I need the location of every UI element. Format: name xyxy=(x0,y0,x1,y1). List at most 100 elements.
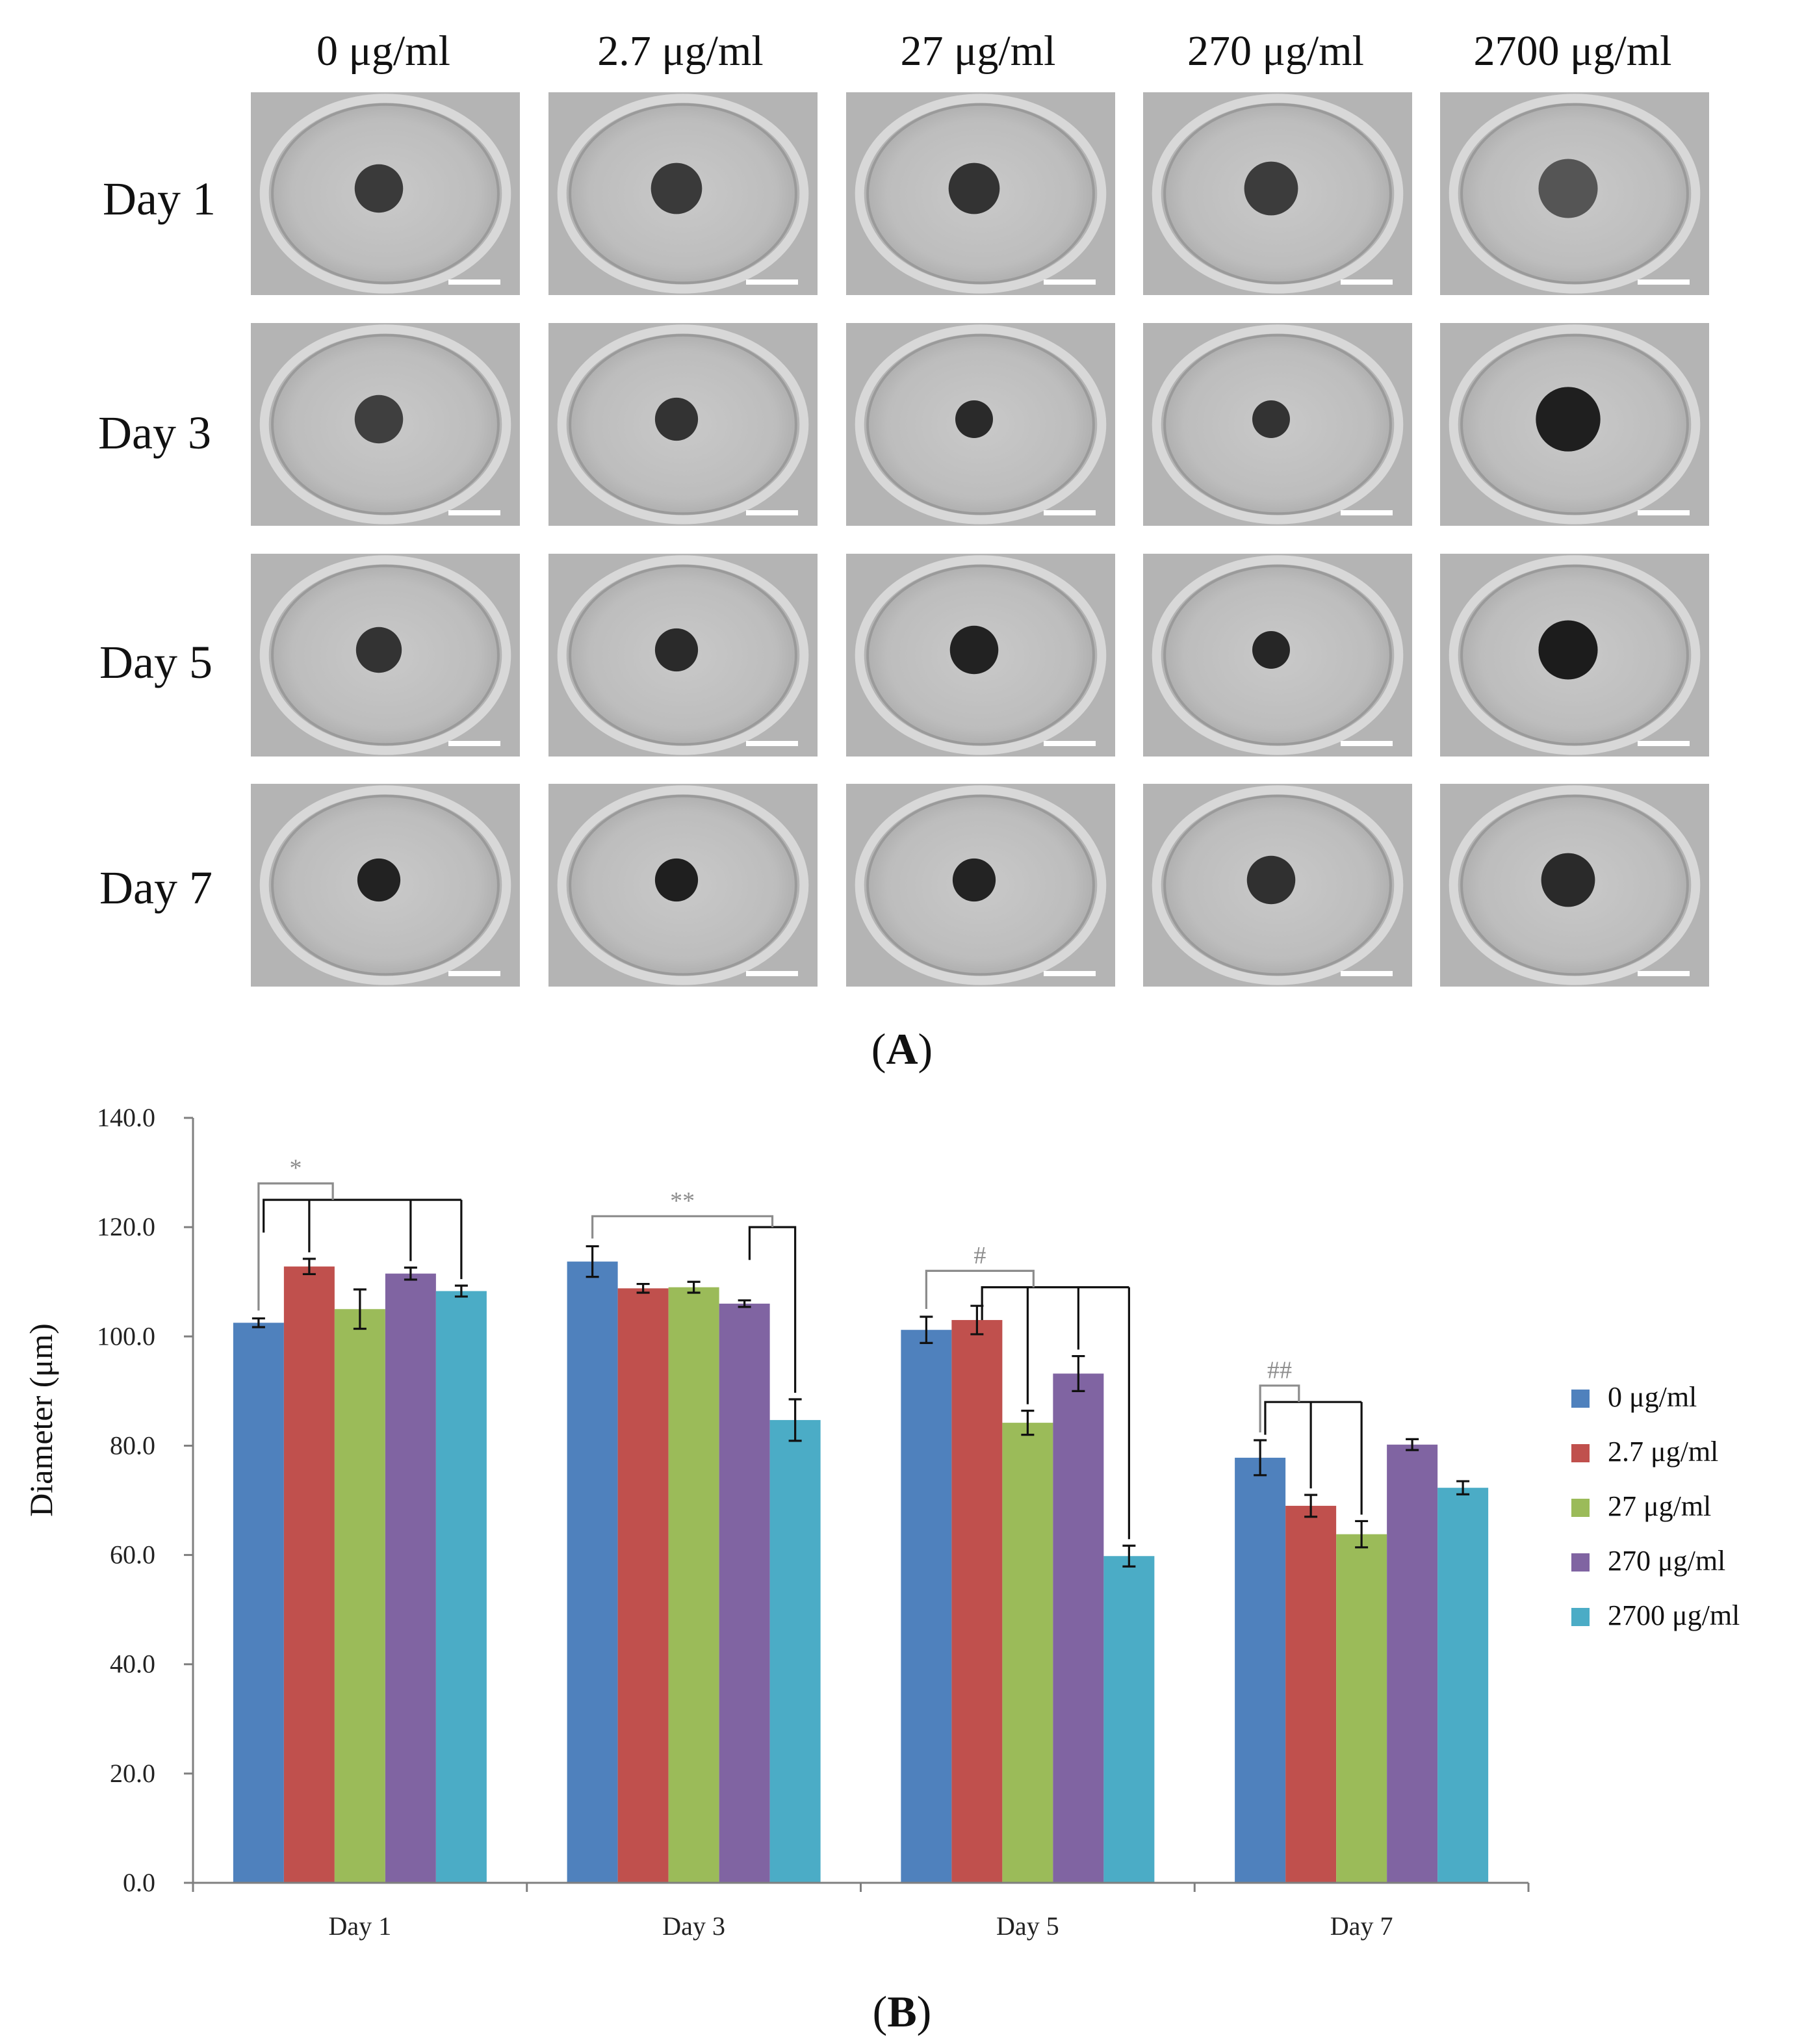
scale-bar xyxy=(1341,971,1393,976)
scale-bar xyxy=(1044,741,1096,746)
micrograph-tile xyxy=(548,92,818,295)
micrograph-tile xyxy=(251,554,520,757)
significance-label: ## xyxy=(1267,1357,1292,1384)
micrograph-tile xyxy=(1440,323,1709,526)
bars xyxy=(233,1261,1489,1883)
scale-bar xyxy=(1044,279,1096,285)
spheroid xyxy=(654,628,699,672)
row-label-day-1: Day 1 xyxy=(103,173,216,225)
well-rim xyxy=(259,94,511,294)
well-rim xyxy=(1152,785,1404,985)
scale-bar xyxy=(1638,971,1690,976)
scale-bar xyxy=(746,741,798,746)
well-rim xyxy=(557,555,809,755)
bracket-reference xyxy=(925,1269,1035,1310)
column-header-2-7: 2.7 μg/ml xyxy=(597,27,763,75)
row-label-day-7: Day 7 xyxy=(99,862,213,914)
micrograph-tile xyxy=(1440,784,1709,987)
bar xyxy=(283,1266,335,1883)
spheroid xyxy=(955,400,993,438)
micrograph-tile xyxy=(1143,784,1412,987)
bracket-reference xyxy=(1259,1384,1300,1433)
panel-a-row-labels: Day 1 Day 3 Day 5 Day 7 xyxy=(98,173,216,914)
y-axis-title: Diameter (μm) xyxy=(23,1323,59,1517)
legend-label: 270 μg/ml xyxy=(1608,1545,1725,1577)
spheroid xyxy=(654,858,699,902)
significance-label: * xyxy=(290,1155,302,1182)
x-tick-label: Day 3 xyxy=(662,1911,725,1941)
bracket-reference xyxy=(591,1215,774,1239)
spheroid xyxy=(1538,620,1598,680)
bar xyxy=(1103,1556,1155,1883)
well-rim xyxy=(855,785,1107,985)
bar xyxy=(385,1273,436,1883)
well-rim xyxy=(1449,785,1701,985)
bracket-reference xyxy=(257,1182,334,1311)
well-rim xyxy=(1449,94,1701,294)
spheroid xyxy=(654,397,699,441)
well-rim xyxy=(1449,324,1701,524)
well-rim xyxy=(557,785,809,985)
micrograph-tile xyxy=(251,92,520,295)
y-tick-label: 0.0 xyxy=(123,1868,155,1897)
x-tick-label: Day 7 xyxy=(1330,1911,1393,1941)
bar xyxy=(1336,1534,1387,1883)
well-rim xyxy=(855,94,1107,294)
spheroid xyxy=(949,625,999,675)
column-header-2700: 2700 μg/ml xyxy=(1474,27,1672,75)
scale-bar xyxy=(448,971,500,976)
legend-swatch xyxy=(1571,1553,1590,1572)
bar xyxy=(1387,1444,1438,1883)
spheroid xyxy=(354,164,404,213)
spheroid xyxy=(1252,400,1290,438)
legend-label: 27 μg/ml xyxy=(1608,1490,1711,1522)
row-label-day-5: Day 5 xyxy=(99,636,213,688)
x-tick-label: Day 5 xyxy=(996,1911,1059,1941)
bar xyxy=(233,1323,284,1883)
micrograph-tile xyxy=(846,323,1115,526)
bar xyxy=(1053,1373,1104,1883)
legend-swatch xyxy=(1571,1499,1590,1517)
x-axis: Day 1 Day 3 Day 5 Day 7 xyxy=(192,1882,1530,1941)
bar xyxy=(617,1288,669,1883)
legend-label: 0 μg/ml xyxy=(1608,1381,1697,1413)
y-tick-label: 20.0 xyxy=(110,1759,155,1788)
well-rim xyxy=(1152,324,1404,524)
error-bars xyxy=(251,1245,1470,1568)
scale-bar xyxy=(746,971,798,976)
column-header-270: 270 μg/ml xyxy=(1187,27,1364,75)
spheroid xyxy=(948,162,1000,214)
bracket-group xyxy=(981,1286,1129,1321)
row-label-day-3: Day 3 xyxy=(98,407,211,459)
significance-brackets: ***### xyxy=(257,1155,1363,1540)
bar xyxy=(951,1320,1003,1883)
micrograph-tile xyxy=(1143,323,1412,526)
scale-bar xyxy=(746,510,798,515)
y-tick-label: 60.0 xyxy=(110,1540,155,1570)
y-axis: 0.0 20.0 40.0 60.0 80.0 100.0 120.0 140.0 xyxy=(97,1103,194,1897)
bar xyxy=(1002,1423,1053,1883)
significance-label: # xyxy=(973,1242,986,1269)
micrograph-tile xyxy=(251,784,520,987)
bar xyxy=(901,1330,952,1883)
micrograph-tile xyxy=(548,784,818,987)
spheroid xyxy=(357,858,401,902)
bracket-group xyxy=(1264,1401,1362,1435)
y-tick-label: 140.0 xyxy=(97,1103,155,1132)
spheroid xyxy=(651,162,702,214)
scale-bar xyxy=(1341,279,1393,285)
column-header-27: 27 μg/ml xyxy=(901,27,1056,75)
legend: 0 μg/ml 2.7 μg/ml 27 μg/ml 270 μg/ml 2700 μg… xyxy=(1571,1381,1740,1631)
y-tick-label: 80.0 xyxy=(110,1430,155,1460)
micrograph-tile xyxy=(251,323,520,526)
micrograph-grid xyxy=(251,92,1709,987)
well-rim xyxy=(259,785,511,985)
bar xyxy=(567,1261,618,1883)
well-rim xyxy=(259,324,511,524)
well-rim xyxy=(855,555,1107,755)
spheroid xyxy=(355,627,402,673)
legend-label: 2.7 μg/ml xyxy=(1608,1436,1718,1468)
well-rim xyxy=(855,324,1107,524)
